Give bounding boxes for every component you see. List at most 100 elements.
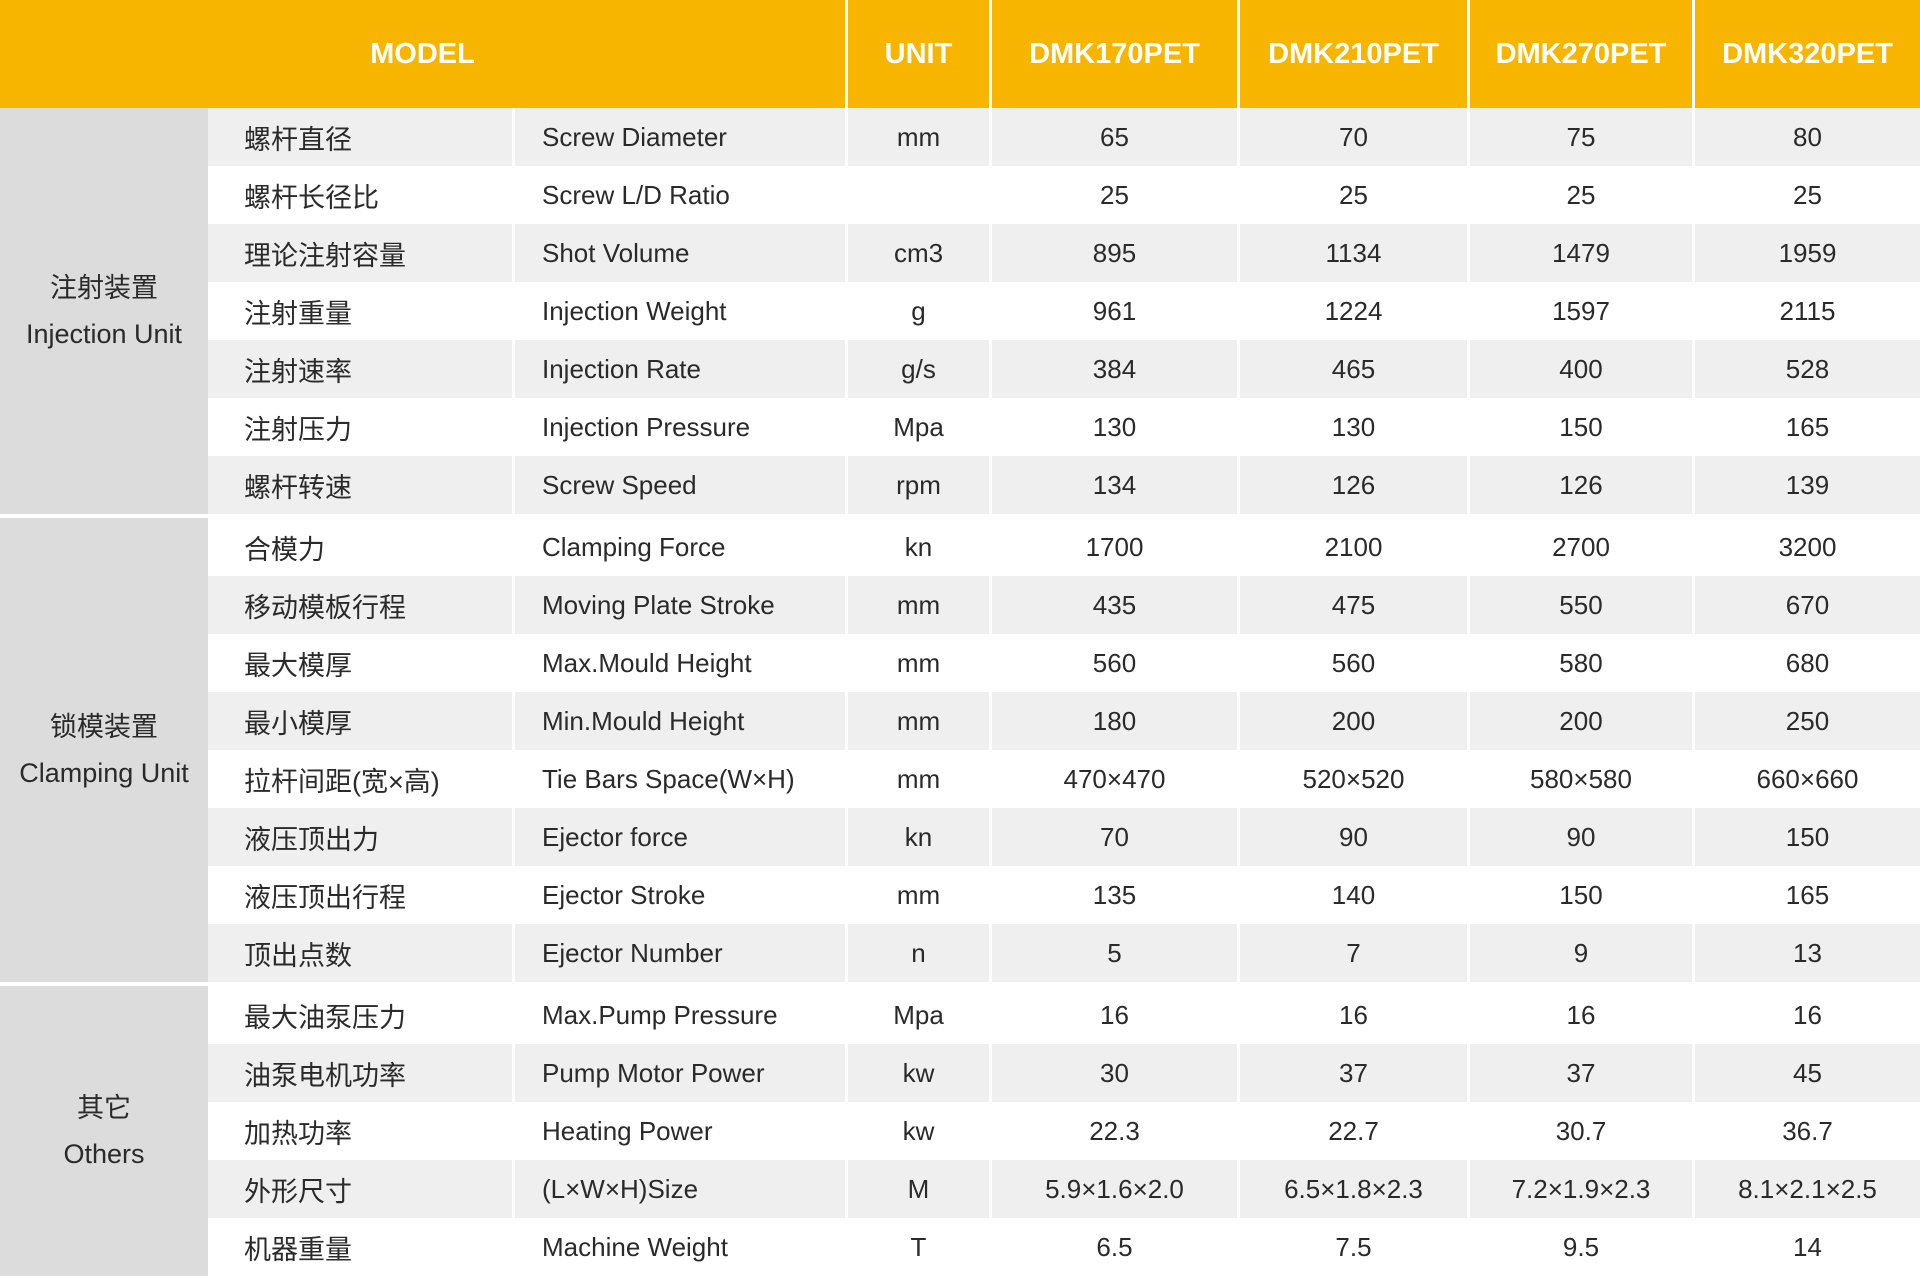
value-cell: 36.7 — [1692, 1102, 1920, 1160]
table-row: 油泵电机功率 Pump Motor Power kw 30 37 37 45 — [208, 1044, 1920, 1102]
param-name-en: Moving Plate Stroke — [512, 576, 845, 634]
group-label: 注射装置 Injection Unit — [0, 108, 208, 514]
value-cell: 560 — [989, 634, 1237, 692]
param-name-en: Pump Motor Power — [512, 1044, 845, 1102]
value-cell: 139 — [1692, 456, 1920, 514]
unit-cell: mm — [845, 576, 989, 634]
value-cell: 580×580 — [1467, 750, 1692, 808]
group-label-cn: 注射装置 — [50, 273, 158, 303]
table-row: 注射速率 Injection Rate g/s 384 465 400 528 — [208, 340, 1920, 398]
unit-cell: kn — [845, 518, 989, 576]
header-model-4: DMK320PET — [1692, 0, 1920, 108]
value-cell: 37 — [1467, 1044, 1692, 1102]
param-name-en: Max.Pump Pressure — [512, 986, 845, 1044]
value-cell: 25 — [989, 166, 1237, 224]
value-cell: 75 — [1467, 108, 1692, 166]
unit-cell: mm — [845, 866, 989, 924]
value-cell: 7 — [1237, 924, 1467, 982]
param-name-en: Ejector force — [512, 808, 845, 866]
table-row: 螺杆长径比 Screw L/D Ratio 25 25 25 25 — [208, 166, 1920, 224]
value-cell: 465 — [1237, 340, 1467, 398]
table-row: 最大油泵压力 Max.Pump Pressure Mpa 16 16 16 16 — [208, 986, 1920, 1044]
unit-cell: mm — [845, 108, 989, 166]
param-name-en: Screw Speed — [512, 456, 845, 514]
value-cell: 520×520 — [1237, 750, 1467, 808]
unit-cell: cm3 — [845, 224, 989, 282]
param-name-en: Injection Rate — [512, 340, 845, 398]
param-name-cn: 螺杆长径比 — [208, 166, 512, 224]
unit-cell — [845, 166, 989, 224]
row-group: 锁模装置 Clamping Unit 合模力 Clamping Force kn 1700… — [0, 514, 1920, 982]
value-cell: 250 — [1692, 692, 1920, 750]
table-body: 注射装置 Injection Unit 螺杆直径 Screw Diameter mm 65… — [0, 108, 1920, 1276]
value-cell: 384 — [989, 340, 1237, 398]
param-name-cn: 液压顶出力 — [208, 808, 512, 866]
value-cell: 16 — [989, 986, 1237, 1044]
value-cell: 140 — [1237, 866, 1467, 924]
unit-cell: mm — [845, 634, 989, 692]
value-cell: 126 — [1237, 456, 1467, 514]
value-cell: 22.3 — [989, 1102, 1237, 1160]
value-cell: 680 — [1692, 634, 1920, 692]
value-cell: 435 — [989, 576, 1237, 634]
value-cell: 25 — [1467, 166, 1692, 224]
param-name-cn: 拉杆间距(宽×高) — [208, 750, 512, 808]
value-cell: 200 — [1237, 692, 1467, 750]
table-row: 最大模厚 Max.Mould Height mm 560 560 580 680 — [208, 634, 1920, 692]
table-row: 顶出点数 Ejector Number n 5 7 9 13 — [208, 924, 1920, 982]
param-name-en: Shot Volume — [512, 224, 845, 282]
table-row: 螺杆直径 Screw Diameter mm 65 70 75 80 — [208, 108, 1920, 166]
param-name-cn: 外形尺寸 — [208, 1160, 512, 1218]
unit-cell: g — [845, 282, 989, 340]
value-cell: 14 — [1692, 1218, 1920, 1276]
table-row: 液压顶出行程 Ejector Stroke mm 135 140 150 165 — [208, 866, 1920, 924]
param-name-en: Machine Weight — [512, 1218, 845, 1276]
table-row: 合模力 Clamping Force kn 1700 2100 2700 3200 — [208, 518, 1920, 576]
param-name-cn: 理论注射容量 — [208, 224, 512, 282]
unit-cell: Mpa — [845, 398, 989, 456]
param-name-en: Clamping Force — [512, 518, 845, 576]
value-cell: 200 — [1467, 692, 1692, 750]
value-cell: 1597 — [1467, 282, 1692, 340]
group-label: 锁模装置 Clamping Unit — [0, 518, 208, 982]
value-cell: 150 — [1467, 398, 1692, 456]
group-label-cn: 锁模装置 — [50, 712, 158, 742]
value-cell: 45 — [1692, 1044, 1920, 1102]
unit-cell: M — [845, 1160, 989, 1218]
value-cell: 90 — [1237, 808, 1467, 866]
value-cell: 22.7 — [1237, 1102, 1467, 1160]
unit-cell: rpm — [845, 456, 989, 514]
value-cell: 8.1×2.1×2.5 — [1692, 1160, 1920, 1218]
param-name-cn: 液压顶出行程 — [208, 866, 512, 924]
header-model-2: DMK210PET — [1237, 0, 1467, 108]
value-cell: 895 — [989, 224, 1237, 282]
unit-cell: kw — [845, 1044, 989, 1102]
value-cell: 70 — [1237, 108, 1467, 166]
table-header: MODEL UNIT DMK170PET DMK210PET DMK270PET… — [0, 0, 1920, 108]
table-row: 加热功率 Heating Power kw 22.3 22.7 30.7 36.7 — [208, 1102, 1920, 1160]
value-cell: 5.9×1.6×2.0 — [989, 1160, 1237, 1218]
param-name-en: Ejector Stroke — [512, 866, 845, 924]
unit-cell: mm — [845, 750, 989, 808]
value-cell: 134 — [989, 456, 1237, 514]
value-cell: 660×660 — [1692, 750, 1920, 808]
value-cell: 180 — [989, 692, 1237, 750]
value-cell: 2100 — [1237, 518, 1467, 576]
value-cell: 1959 — [1692, 224, 1920, 282]
value-cell: 1134 — [1237, 224, 1467, 282]
value-cell: 400 — [1467, 340, 1692, 398]
value-cell: 961 — [989, 282, 1237, 340]
param-name-cn: 注射压力 — [208, 398, 512, 456]
table-row: 拉杆间距(宽×高) Tie Bars Space(W×H) mm 470×470 520… — [208, 750, 1920, 808]
value-cell: 670 — [1692, 576, 1920, 634]
value-cell: 1700 — [989, 518, 1237, 576]
value-cell: 7.2×1.9×2.3 — [1467, 1160, 1692, 1218]
param-name-en: Min.Mould Height — [512, 692, 845, 750]
value-cell: 9 — [1467, 924, 1692, 982]
param-name-en: Max.Mould Height — [512, 634, 845, 692]
header-model-1: DMK170PET — [989, 0, 1237, 108]
value-cell: 9.5 — [1467, 1218, 1692, 1276]
value-cell: 150 — [1692, 808, 1920, 866]
value-cell: 165 — [1692, 866, 1920, 924]
value-cell: 3200 — [1692, 518, 1920, 576]
